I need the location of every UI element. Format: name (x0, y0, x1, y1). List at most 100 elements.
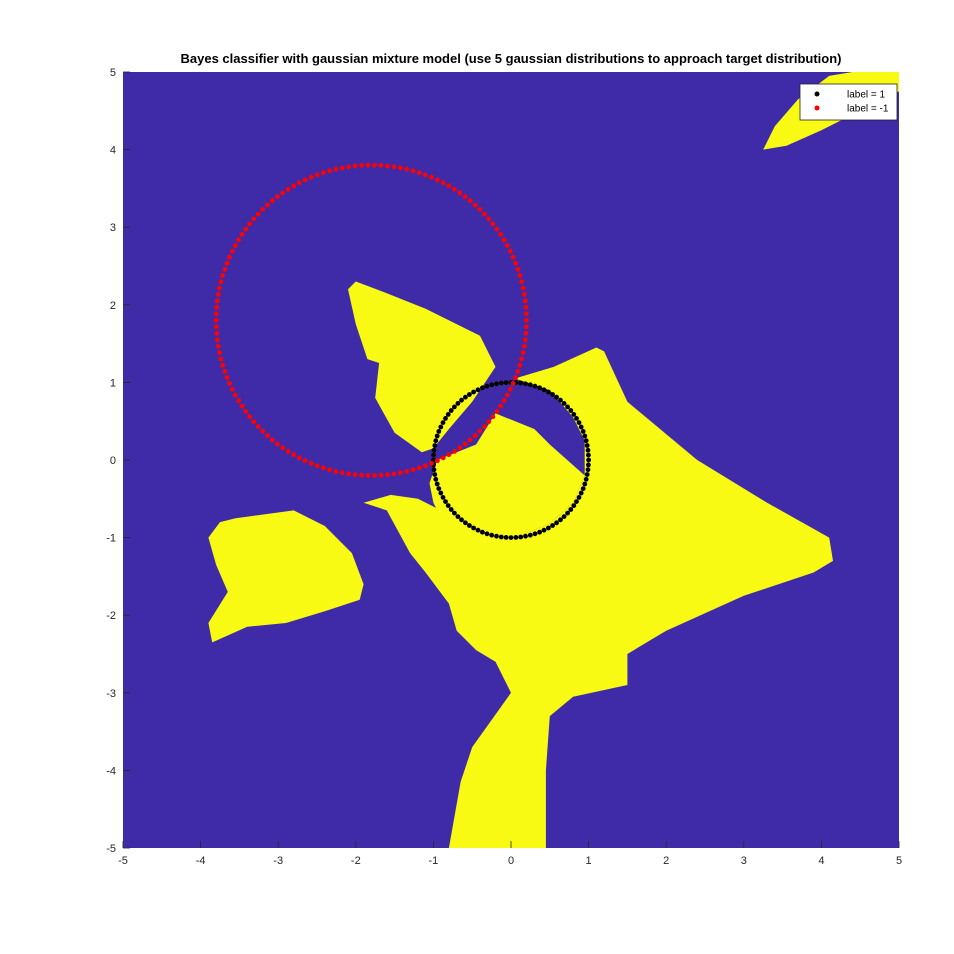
point-series2 (220, 273, 226, 278)
point-series2 (435, 458, 440, 464)
point-series2 (327, 467, 332, 473)
point-series1 (550, 392, 555, 397)
point-series2 (482, 211, 487, 217)
point-series2 (229, 248, 235, 254)
x-tick-label: 5 (896, 855, 902, 867)
point-series2 (490, 221, 496, 227)
point-series2 (510, 381, 516, 386)
point-series1 (455, 401, 461, 406)
point-series1 (459, 397, 464, 403)
point-series2 (385, 472, 390, 478)
point-series1 (440, 495, 446, 500)
point-series2 (498, 232, 503, 237)
point-series2 (385, 163, 390, 169)
point-series2 (275, 441, 280, 447)
point-series1 (475, 387, 481, 393)
x-tick-label: -4 (196, 855, 206, 867)
point-series2 (507, 386, 513, 392)
point-series1 (558, 517, 563, 523)
legend-marker (814, 105, 820, 111)
point-series2 (462, 194, 468, 200)
point-series2 (510, 254, 516, 260)
point-series2 (513, 375, 518, 380)
point-series2 (452, 449, 457, 454)
point-series2 (239, 403, 245, 409)
point-series2 (236, 237, 242, 243)
point-series1 (571, 412, 577, 417)
point-series2 (457, 445, 463, 451)
x-tick-label: 1 (586, 855, 592, 867)
point-series2 (429, 461, 434, 466)
point-series2 (275, 194, 280, 200)
point-series2 (265, 202, 270, 208)
point-series1 (443, 416, 448, 421)
point-series1 (532, 383, 538, 389)
point-series1 (434, 433, 440, 439)
point-series2 (270, 198, 275, 204)
point-series2 (285, 449, 291, 454)
point-series2 (440, 455, 446, 461)
point-series2 (352, 163, 358, 169)
point-series1 (568, 507, 574, 512)
point-series2 (519, 279, 524, 285)
y-axis-ticks: -5 -4 -3 -2 -1 0 1 2 3 4 5 (106, 67, 130, 855)
point-series1 (459, 517, 464, 523)
point-series1 (443, 499, 448, 504)
point-series1 (508, 535, 514, 540)
point-series2 (517, 273, 523, 278)
point-series2 (218, 356, 224, 362)
point-series2 (297, 180, 302, 186)
point-series1 (571, 503, 577, 508)
x-tick-label: -5 (118, 855, 128, 867)
point-series1 (537, 385, 542, 391)
point-series2 (462, 441, 468, 447)
point-series1 (463, 520, 468, 526)
point-series1 (445, 412, 451, 417)
point-series1 (433, 438, 439, 444)
point-series1 (561, 401, 567, 406)
point-series2 (457, 190, 463, 196)
point-series1 (565, 404, 570, 410)
y-tick-label: 0 (110, 455, 116, 467)
y-tick-label: 1 (110, 377, 116, 389)
point-series1 (448, 408, 454, 413)
point-series1 (480, 385, 485, 391)
point-series1 (503, 535, 509, 540)
point-series1 (448, 507, 454, 512)
point-series2 (440, 180, 446, 186)
point-series2 (522, 337, 528, 343)
x-tick-label: 2 (663, 855, 669, 867)
legend-marker (814, 91, 820, 97)
point-series2 (524, 324, 529, 330)
point-series2 (504, 392, 510, 398)
point-series2 (214, 298, 220, 304)
point-series1 (494, 381, 499, 387)
point-series2 (467, 437, 473, 443)
point-series1 (438, 424, 444, 430)
point-series2 (520, 350, 526, 355)
point-series2 (260, 207, 266, 212)
y-tick-label: 4 (110, 145, 116, 157)
decision-region-3 (363, 347, 833, 848)
point-series1 (561, 514, 567, 519)
point-series2 (213, 317, 219, 323)
point-series1 (503, 380, 509, 385)
point-series2 (372, 473, 377, 478)
point-series1 (471, 525, 476, 531)
point-series2 (378, 163, 384, 168)
point-series2 (391, 164, 397, 170)
chart-title: Bayes classifier with gaussian mixture m… (181, 51, 842, 66)
point-series1 (440, 420, 446, 425)
point-series1 (558, 397, 563, 403)
decision-region-1 (348, 281, 496, 453)
x-tick-label: -3 (273, 855, 283, 867)
point-series2 (446, 452, 452, 458)
point-series1 (445, 503, 451, 508)
point-series1 (574, 416, 579, 421)
point-series2 (247, 414, 253, 420)
point-series1 (463, 394, 468, 400)
point-series2 (214, 337, 220, 343)
point-series2 (423, 463, 428, 469)
point-series2 (243, 226, 249, 232)
